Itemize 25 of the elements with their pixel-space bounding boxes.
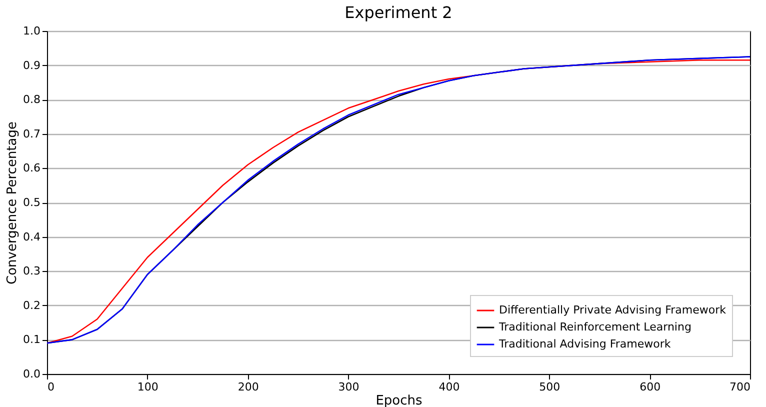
y-tick-label: 0.6 [23,162,40,175]
y-tick-label: 0.2 [23,298,40,312]
chart-title: Experiment 2 [344,3,452,22]
y-tick-label: 0.7 [23,127,40,140]
y-tick-label: 0.1 [23,333,40,346]
legend-label: Traditional Advising Framework [498,338,672,350]
legend-label: Differentially Private Advising Framework [499,304,727,316]
x-tick-label: 0 [48,380,54,394]
x-tick-label: 600 [640,380,661,394]
x-tick-label: 700 [730,380,750,394]
x-tick-label: 400 [438,380,460,394]
y-tick-label: 0.0 [23,368,40,380]
x-tick-label: 300 [338,380,360,394]
y-tick-label: 0.8 [23,93,40,106]
y-tick-label: 0.3 [23,264,40,278]
x-axis-title: Epochs [376,394,423,407]
y-axis-title: Convergence Percentage [5,122,20,284]
y-tick-label: 0.5 [23,196,40,209]
y-tick-label: 0.9 [23,58,40,72]
x-tick-label: 500 [539,380,560,394]
y-tick-label: 0.4 [23,230,40,244]
x-tick-label: 200 [238,380,259,394]
x-tick-label: 100 [137,380,158,394]
y-tick-label: 1.0 [23,24,40,38]
legend-label: Traditional Reinforcement Learning [498,320,692,334]
